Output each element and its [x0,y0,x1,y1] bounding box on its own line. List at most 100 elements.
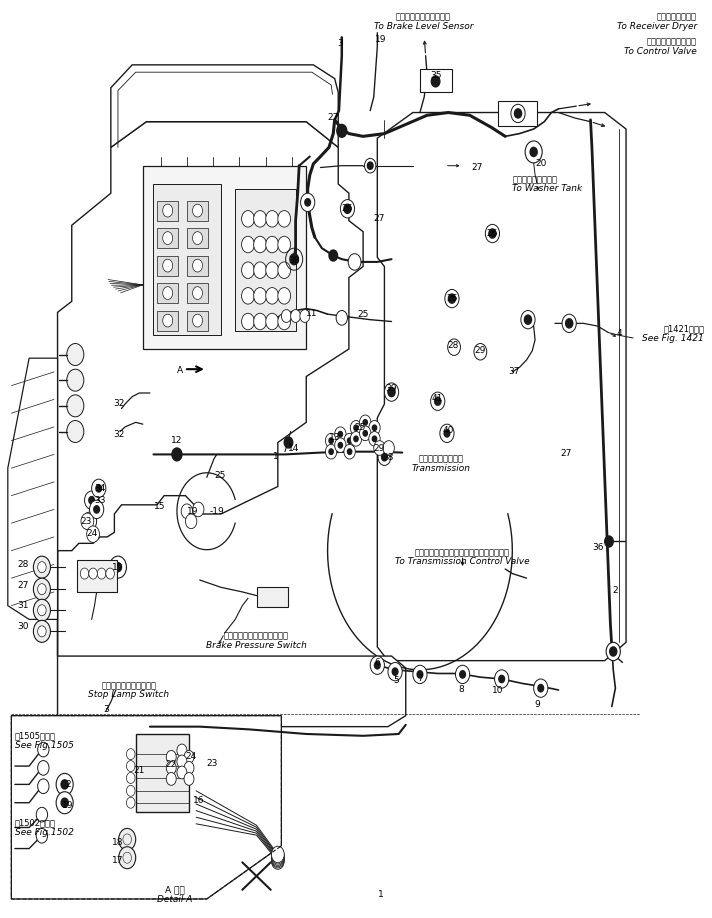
Circle shape [163,259,173,272]
Bar [187,255,208,275]
Circle shape [338,431,342,437]
Circle shape [354,436,358,442]
Circle shape [87,518,93,525]
Circle shape [382,453,387,461]
Text: 26: 26 [487,229,498,238]
Circle shape [33,556,51,578]
Circle shape [67,395,84,417]
Bar [157,255,178,275]
Circle shape [167,762,176,774]
Circle shape [253,287,266,304]
Circle shape [392,668,398,676]
Circle shape [372,436,377,442]
Circle shape [98,568,106,579]
Circle shape [192,286,202,299]
Circle shape [185,514,197,529]
Text: Transmission: Transmission [412,464,471,473]
Circle shape [337,125,347,138]
Circle shape [363,420,367,425]
Circle shape [266,262,278,278]
Circle shape [338,442,342,448]
Circle shape [278,313,290,330]
Bar [498,101,538,127]
Circle shape [388,663,402,681]
Text: 27: 27 [471,163,483,172]
Text: 28: 28 [448,341,459,350]
Circle shape [85,491,99,509]
Text: See Fig. 1421: See Fig. 1421 [642,333,704,342]
Circle shape [38,778,49,793]
Text: 4: 4 [616,329,622,338]
Circle shape [266,287,278,304]
Circle shape [271,846,284,863]
Text: ブレーキレベルセンサへ: ブレーキレベルセンサへ [396,13,451,22]
Circle shape [354,425,358,431]
Circle shape [348,253,361,270]
Text: 27: 27 [18,581,29,590]
Circle shape [290,309,300,322]
Text: トランスミッションコントロールバルブへ: トランスミッションコントロールバルブへ [415,548,510,557]
Text: 6: 6 [375,658,380,667]
Text: To Transmission Control Valve: To Transmission Control Valve [395,557,530,566]
Circle shape [127,772,135,783]
Text: See Fig.1505: See Fig.1505 [15,741,74,750]
Text: 15: 15 [154,502,166,511]
Circle shape [89,568,98,579]
Circle shape [344,444,355,459]
Text: 23: 23 [80,517,92,526]
Polygon shape [58,122,363,656]
Circle shape [606,643,620,661]
Circle shape [184,762,194,774]
Circle shape [431,392,445,410]
Circle shape [241,210,254,227]
Circle shape [329,449,333,454]
Circle shape [253,210,266,227]
Circle shape [340,199,355,218]
Circle shape [241,287,254,304]
Circle shape [38,562,46,573]
Circle shape [253,236,266,252]
Text: 10: 10 [493,687,504,696]
Circle shape [350,420,362,435]
Text: 第1502図参照: 第1502図参照 [15,819,56,827]
Circle shape [609,647,617,656]
Bar [187,228,208,248]
Circle shape [344,204,351,213]
Text: 27: 27 [328,113,339,121]
Text: A 詳細: A 詳細 [165,885,184,894]
Circle shape [300,193,315,211]
Circle shape [253,313,266,330]
Circle shape [413,666,427,684]
Text: ブレーキプレッシャスイッチ: ブレーキプレッシャスイッチ [224,632,289,641]
Circle shape [36,828,48,843]
Text: 1: 1 [378,890,384,899]
Polygon shape [377,113,626,661]
Circle shape [127,797,135,808]
Circle shape [278,210,290,227]
Circle shape [56,773,73,795]
Text: レシーバドライヤ: レシーバドライヤ [657,13,697,22]
Circle shape [565,319,572,328]
Text: 3: 3 [103,705,109,713]
Text: Stop Lamp Switch: Stop Lamp Switch [88,690,169,700]
Text: A: A [177,365,184,375]
Text: 21: 21 [134,767,145,775]
Circle shape [347,449,352,454]
Circle shape [192,259,202,272]
Circle shape [115,563,122,572]
Circle shape [163,314,173,327]
Circle shape [184,751,194,763]
Text: 31: 31 [18,601,29,610]
Polygon shape [58,656,406,727]
Circle shape [192,231,202,244]
Circle shape [350,431,362,446]
Text: 5: 5 [394,677,399,686]
Circle shape [444,430,450,437]
Text: ストップランプスイッチ: ストップランプスイッチ [101,681,156,690]
Text: To Brake Level Sensor: To Brake Level Sensor [374,22,473,31]
Circle shape [369,431,380,446]
Polygon shape [11,716,281,899]
Circle shape [36,807,48,822]
Circle shape [172,448,182,461]
Text: 27: 27 [560,449,571,458]
